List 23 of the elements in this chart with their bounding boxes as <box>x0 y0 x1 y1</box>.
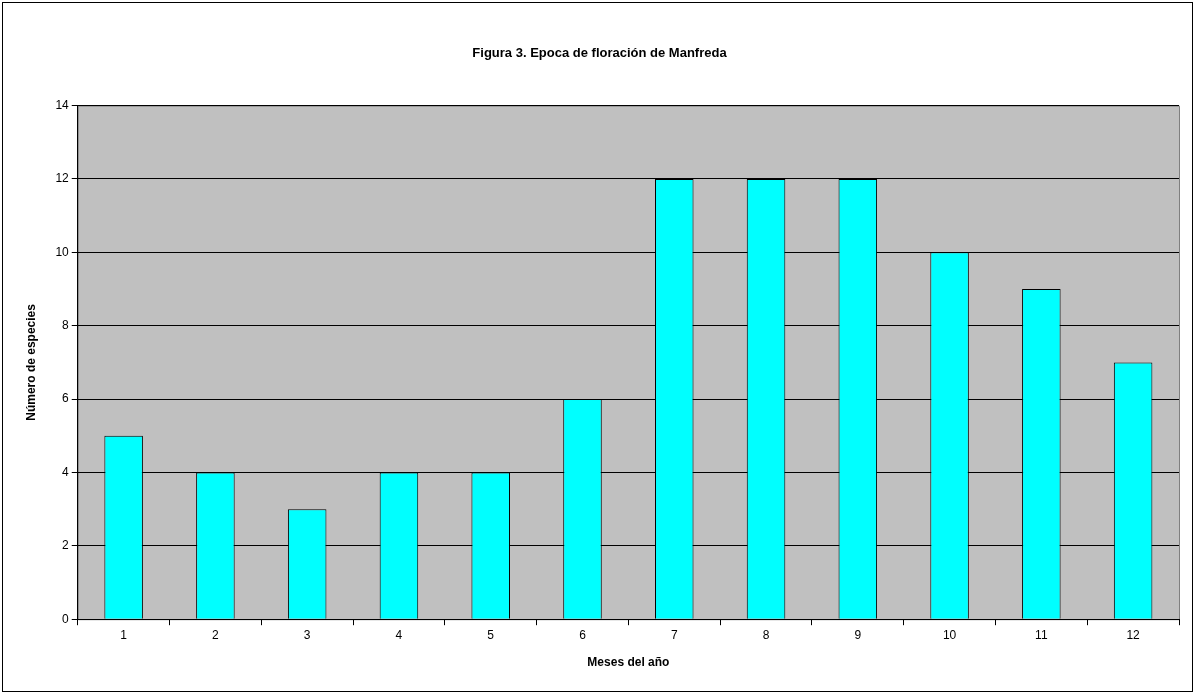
x-tick-label: 4 <box>395 627 403 642</box>
y-tick-label: 10 <box>55 244 70 259</box>
x-tick-label: 6 <box>579 627 587 642</box>
y-tick-label: 8 <box>62 318 70 333</box>
y-axis-title: Número de especies <box>23 303 38 421</box>
x-tick-label: 1 <box>120 627 128 642</box>
x-tick-label: 9 <box>854 627 862 642</box>
y-tick-label: 12 <box>55 171 70 186</box>
x-tick-label: 7 <box>670 627 678 642</box>
y-tick-label: 4 <box>62 464 70 479</box>
x-tick-label: 5 <box>487 627 495 642</box>
x-tick-label: 12 <box>1126 627 1141 642</box>
x-tick-label: 10 <box>942 627 957 642</box>
y-tick-label: 2 <box>62 538 70 553</box>
x-tick-label: 11 <box>1035 627 1048 642</box>
y-tick-label: 6 <box>62 391 70 406</box>
x-tick-label: 2 <box>212 627 220 642</box>
chart-title: Figura 3. Epoca de floración de Manfreda <box>472 45 728 61</box>
y-tick-label: 0 <box>62 611 70 626</box>
x-axis-title: Meses del año <box>587 655 670 670</box>
x-tick-label: 8 <box>762 627 770 642</box>
x-tick-label: 3 <box>303 627 311 642</box>
y-tick-label: 14 <box>55 97 70 112</box>
